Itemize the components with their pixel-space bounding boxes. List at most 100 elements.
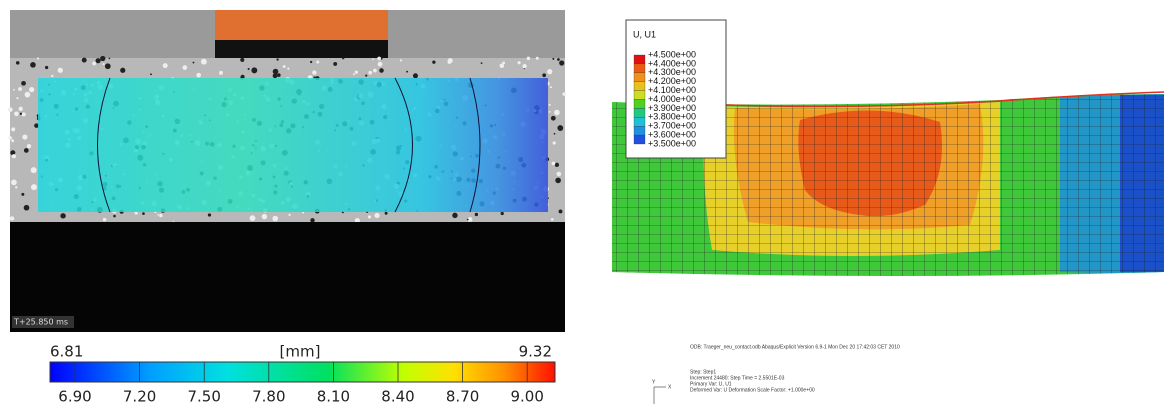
speckle <box>276 58 278 60</box>
speckle <box>368 71 372 75</box>
figure: T+25.850 ms 6.81 [mm] 9.32 6.907.207.507… <box>0 0 1164 412</box>
speckle <box>96 58 101 63</box>
speckle <box>31 184 37 190</box>
speckle <box>58 68 63 73</box>
speckle <box>355 70 358 73</box>
speckle <box>21 193 24 196</box>
fe-panel: U, U1 +4.500e+00+4.400e+00+4.300e+00+4.2… <box>612 20 1164 404</box>
speckle <box>20 113 22 115</box>
speckle <box>8 107 13 112</box>
triad-label: Y <box>652 379 656 385</box>
info-text: Deformed Var: U Deformation Scale Factor… <box>690 387 815 393</box>
speckle <box>11 127 15 131</box>
colorbar-tick-label: 8.10 <box>317 388 350 406</box>
speckle <box>467 219 469 221</box>
speckle <box>536 57 539 60</box>
speckle <box>157 214 159 216</box>
speckle <box>15 186 17 188</box>
speckle <box>21 81 26 86</box>
speckle <box>37 57 39 59</box>
speckle <box>502 61 505 64</box>
speckle <box>547 69 552 74</box>
speckle <box>413 73 418 78</box>
speckle <box>19 107 23 111</box>
speckle <box>385 212 388 215</box>
speckle <box>18 87 22 91</box>
speckle <box>555 178 561 184</box>
colorbar-tick-label: 8.70 <box>446 388 479 406</box>
speckle <box>475 213 478 216</box>
speckle <box>553 141 556 144</box>
speckle <box>251 67 257 73</box>
speckle <box>310 61 312 63</box>
legend-swatch <box>634 64 645 73</box>
speckle <box>551 218 554 221</box>
speckle <box>452 213 457 218</box>
speckle <box>312 70 316 74</box>
legend-swatch <box>634 108 645 117</box>
colorbar-tick-label: 8.40 <box>381 388 414 406</box>
speckle <box>24 148 29 153</box>
speckle <box>283 65 286 68</box>
speckle <box>406 71 408 73</box>
speckle <box>554 110 560 116</box>
speckle <box>29 87 34 92</box>
speckle <box>501 212 504 215</box>
speckle <box>559 60 564 65</box>
speckle <box>559 210 563 214</box>
speckle <box>45 66 48 69</box>
speckle <box>552 162 556 166</box>
speckle <box>372 58 374 60</box>
legend-swatch <box>634 135 645 144</box>
colorbar-tick-label: 6.90 <box>58 388 91 406</box>
marker-strip <box>215 40 388 58</box>
legend-swatch <box>634 73 645 82</box>
speckle <box>555 163 559 167</box>
speckle <box>12 154 16 158</box>
speckle <box>550 86 552 88</box>
info-text: ODB: Traeger_neu_contact.odb Abaqus/Expl… <box>690 344 900 350</box>
speckle <box>557 172 562 177</box>
speckle <box>11 180 17 186</box>
speckle <box>10 216 14 220</box>
triad-label: X <box>668 384 672 390</box>
speckle <box>219 71 223 75</box>
colorbar-min: 6.81 <box>50 343 83 361</box>
marker-strip <box>215 10 388 40</box>
legend-level: +3.500e+00 <box>648 138 696 148</box>
speckle <box>522 64 526 68</box>
speckle <box>103 63 105 65</box>
colorbar-tick-label: 9.00 <box>510 388 543 406</box>
speckle <box>373 69 377 73</box>
speckle <box>310 218 314 222</box>
speckle <box>103 218 107 222</box>
speckle <box>100 56 105 61</box>
speckle <box>527 57 530 60</box>
speckle <box>24 205 30 211</box>
speckle <box>316 60 319 63</box>
speckle <box>287 68 289 70</box>
speckle <box>557 125 563 131</box>
speckle <box>368 215 371 218</box>
speckle <box>365 75 367 77</box>
speckle <box>562 92 565 95</box>
speckle <box>201 59 207 65</box>
speckle <box>30 62 36 68</box>
legend-swatch <box>634 100 645 109</box>
legend-title: U, U1 <box>633 29 656 39</box>
speckle <box>31 167 37 173</box>
colorbar-unit: [mm] <box>280 343 321 361</box>
speckle <box>378 62 383 67</box>
speckle <box>377 57 381 61</box>
speckle <box>159 214 163 218</box>
speckle <box>120 68 125 73</box>
speckle <box>374 213 379 218</box>
legend-swatch <box>634 117 645 126</box>
shadow <box>10 222 565 332</box>
dic-overlay <box>38 78 548 212</box>
timestamp: T+25.850 ms <box>13 318 68 327</box>
speckle <box>183 65 188 70</box>
colorbar-tick-label: 7.80 <box>252 388 285 406</box>
speckle <box>193 62 195 64</box>
